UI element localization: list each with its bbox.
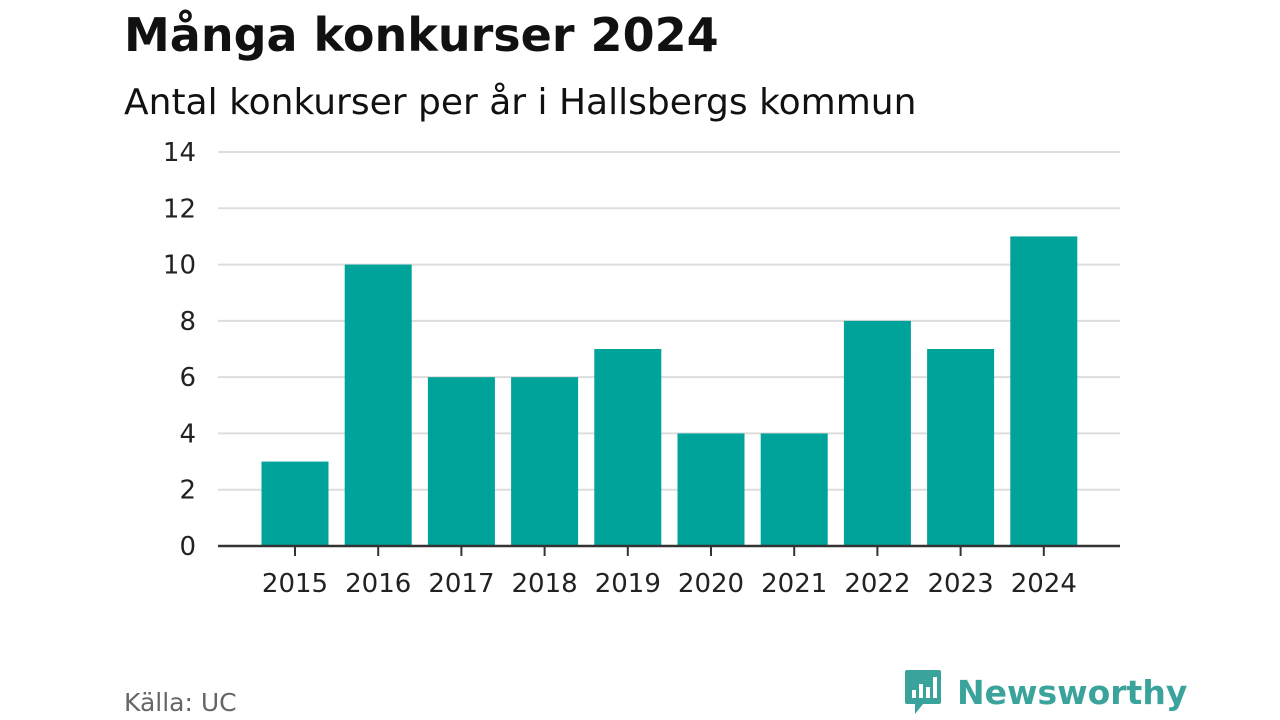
bars: [261, 236, 1078, 546]
chart-subtitle: Antal konkurser per år i Hallsbergs komm…: [124, 82, 917, 123]
y-tick-label: 10: [163, 251, 196, 281]
x-tick-label: 2020: [678, 569, 744, 599]
newsworthy-logo-icon: [905, 670, 941, 714]
x-axis-ticks: 2015 2016 2017 2018 2019 2020 2021 2022 2023 2024: [262, 546, 1077, 599]
bar-2017: [427, 377, 495, 546]
y-axis-ticks: 0 2 4 6 8 10 12 14: [163, 138, 196, 562]
x-tick-label: 2016: [345, 569, 411, 599]
x-tick-label: 2021: [761, 569, 827, 599]
bar-2015: [261, 461, 329, 546]
x-tick-label: 2015: [262, 569, 328, 599]
bar-2022: [843, 320, 911, 546]
y-tick-label: 6: [179, 363, 196, 393]
bar-2016: [344, 264, 412, 546]
bar-2019: [594, 349, 662, 546]
y-tick-label: 8: [179, 307, 196, 337]
y-tick-label: 0: [179, 532, 196, 562]
source-note: Källa: UC: [124, 688, 237, 717]
bar-2024: [1010, 236, 1078, 546]
bar-2018: [511, 377, 579, 546]
brand-logo: Newsworthy: [903, 668, 1187, 716]
bar-2020: [677, 433, 745, 546]
y-tick-label: 2: [179, 476, 196, 506]
chart-title: Många konkurser 2024: [124, 8, 719, 62]
x-tick-label: 2017: [428, 569, 494, 599]
x-tick-label: 2018: [512, 569, 578, 599]
brand-name: Newsworthy: [957, 672, 1188, 712]
x-tick-label: 2019: [595, 569, 661, 599]
x-tick-label: 2024: [1011, 569, 1077, 599]
y-tick-label: 4: [179, 419, 196, 449]
x-tick-label: 2022: [844, 569, 910, 599]
x-tick-label: 2023: [928, 569, 994, 599]
y-tick-label: 14: [163, 138, 196, 168]
bar-2021: [760, 433, 828, 546]
y-tick-label: 12: [163, 194, 196, 224]
bar-2023: [927, 349, 995, 546]
